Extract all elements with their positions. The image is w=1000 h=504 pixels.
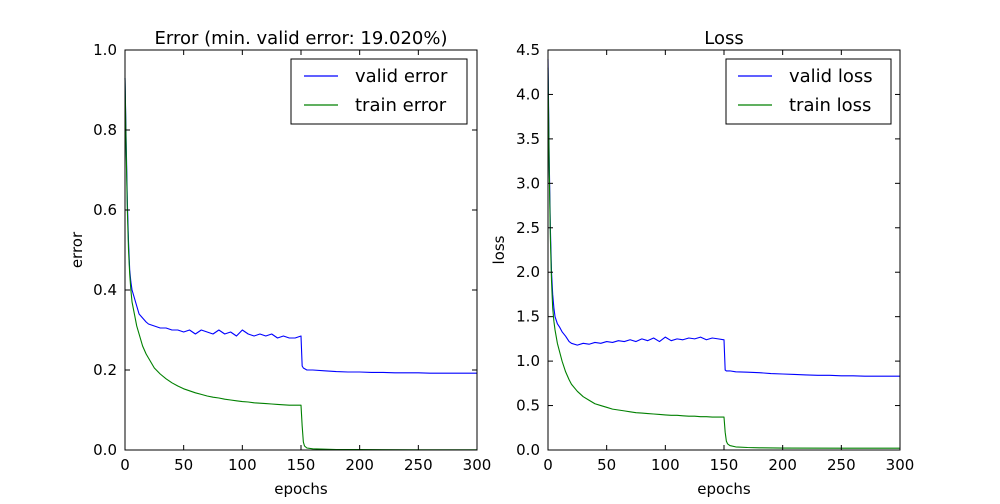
- error-y-tick-label: 0.0: [93, 441, 117, 459]
- loss-series-layer: [547, 58, 900, 449]
- error-x-tick-label: 0: [120, 456, 130, 474]
- loss-chart-title: Loss: [704, 28, 743, 49]
- loss-series-train-line: [547, 67, 900, 449]
- error-y-tick-label: 0.4: [93, 281, 117, 299]
- loss-legend-box: [725, 58, 892, 125]
- loss-series-valid-line: [547, 58, 900, 377]
- loss-y-tick-label: 1.5: [516, 308, 540, 326]
- loss-x-axis-label: epochs: [697, 480, 751, 498]
- loss-y-tick-label: 2.0: [516, 263, 540, 281]
- loss-x-tick-label: 0: [543, 456, 553, 474]
- error-x-tick-label: 300: [463, 456, 492, 474]
- loss-y-tick-label: 0.0: [516, 441, 540, 459]
- loss-x-tick-label: 250: [827, 456, 856, 474]
- error-series-layer: [124, 77, 477, 451]
- error-x-tick-label: 150: [287, 456, 316, 474]
- error-y-axis-label: error: [68, 231, 86, 268]
- error-legend-valid-label: valid error: [355, 66, 448, 87]
- error-x-tick-label: 50: [174, 456, 193, 474]
- error-series-train-line: [124, 77, 477, 451]
- loss-chart: Loss 0 50 100 150 200 250 300 0.0 0.5 1.0 1.5 2.0 2.…: [490, 28, 914, 498]
- loss-y-tick-label: 0.5: [516, 397, 540, 415]
- error-legend-train-label: train error: [355, 95, 447, 116]
- error-plot-frame: [124, 49, 478, 451]
- loss-y-tick-label: 3.0: [516, 174, 540, 192]
- loss-y-tick-label: 4.0: [516, 85, 540, 103]
- error-ticks-layer: 0 50 100 150 200 250 300 0.0 0.2 0.4 0.6 0.8 1.0: [93, 41, 491, 474]
- loss-x-tick-label: 200: [768, 456, 797, 474]
- loss-x-tick-label: 100: [651, 456, 680, 474]
- loss-x-tick-label: 50: [597, 456, 616, 474]
- error-y-tick-label: 1.0: [93, 41, 117, 59]
- error-x-tick-label: 250: [404, 456, 433, 474]
- error-series-valid-line: [124, 77, 477, 374]
- loss-y-axis-label: loss: [490, 235, 508, 264]
- loss-legend: valid loss train loss: [725, 58, 892, 125]
- loss-y-tick-label: 4.5: [516, 41, 540, 59]
- error-y-tick-label: 0.8: [93, 121, 117, 139]
- loss-y-tick-label: 2.5: [516, 219, 540, 237]
- loss-y-tick-label: 1.0: [516, 352, 540, 370]
- error-x-axis-label: epochs: [274, 480, 328, 498]
- error-x-tick-label: 100: [228, 456, 257, 474]
- loss-y-tick-label: 3.5: [516, 130, 540, 148]
- loss-legend-train-label: train loss: [789, 95, 871, 116]
- error-legend-box: [290, 58, 468, 125]
- loss-ticks-layer: 0 50 100 150 200 250 300 0.0 0.5 1.0 1.5 2.0 2.5 3.0 3…: [516, 41, 914, 474]
- error-y-tick-label: 0.6: [93, 201, 117, 219]
- error-x-tick-label: 200: [345, 456, 374, 474]
- error-y-tick-label: 0.2: [93, 361, 117, 379]
- error-legend: valid error train error: [290, 58, 468, 125]
- error-chart-title: Error (min. valid error: 19.020%): [155, 28, 448, 49]
- loss-x-tick-label: 150: [710, 456, 739, 474]
- error-chart: Error (min. valid error: 19.020%) 0 50 100…: [68, 28, 491, 498]
- loss-x-tick-label: 300: [886, 456, 915, 474]
- loss-legend-valid-label: valid loss: [789, 66, 873, 87]
- loss-plot-frame: [547, 49, 901, 451]
